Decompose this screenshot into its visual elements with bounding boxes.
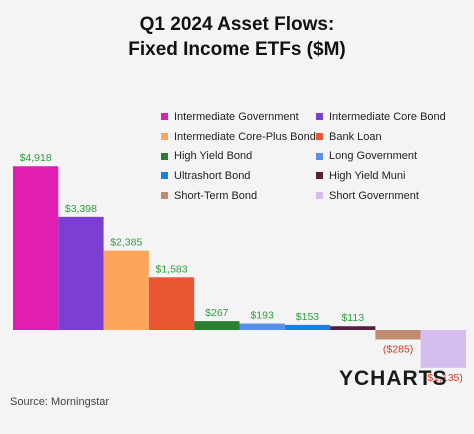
chart-legend: Intermediate Government Intermediate Core… xyxy=(161,108,474,204)
legend-label: High Yield Bond xyxy=(174,150,253,163)
bar-value-label-8: ($285) xyxy=(383,343,413,355)
legend-item: Long Government xyxy=(316,147,474,165)
legend-label: Ultrashort Bond xyxy=(174,169,251,182)
legend-swatch xyxy=(161,133,168,141)
bar-6 xyxy=(284,324,331,330)
chart-title: Q1 2024 Asset Flows: Fixed Income ETFs (… xyxy=(0,12,474,62)
legend-label: High Yield Muni xyxy=(329,169,406,182)
legend-label: Intermediate Core Bond xyxy=(329,110,446,123)
legend-label: Short-Term Bond xyxy=(174,189,258,202)
ycharts-logo: YCHARTS xyxy=(339,367,448,390)
bar-value-label-4: $267 xyxy=(205,307,229,319)
bar-value-label-3: $1,583 xyxy=(155,263,187,275)
legend-item: Ultrashort Bond xyxy=(161,167,316,185)
bar-7 xyxy=(330,326,376,330)
legend-item: Intermediate Core Bond xyxy=(316,108,474,126)
legend-item: Intermediate Government xyxy=(161,108,316,126)
bar-9 xyxy=(420,330,466,368)
chart-title-line2: Fixed Income ETFs ($M) xyxy=(128,39,346,60)
bar-value-label-6: $153 xyxy=(296,311,320,323)
bar-value-label-2: $2,385 xyxy=(110,237,142,249)
legend-swatch xyxy=(161,192,168,200)
bar-4 xyxy=(194,321,240,330)
bar-value-label-9: ($1,135) xyxy=(424,372,463,384)
bar-value-label-1: $3,398 xyxy=(65,203,97,215)
source-note: Source: Morningstar xyxy=(10,396,110,408)
legend-label: Bank Loan xyxy=(329,130,382,143)
legend-label: Short Government xyxy=(329,189,419,202)
legend-swatch xyxy=(316,113,323,121)
legend-label: Intermediate Core-Plus Bond xyxy=(174,130,316,143)
legend-swatch xyxy=(316,152,323,160)
bar-5 xyxy=(239,323,285,330)
legend-swatch xyxy=(161,113,168,121)
legend-item: Bank Loan xyxy=(316,128,474,146)
bar-value-label-0: $4,918 xyxy=(20,152,52,164)
chart-title-line1: Q1 2024 Asset Flows: xyxy=(139,14,335,35)
bar-3 xyxy=(148,277,195,330)
legend-swatch xyxy=(161,152,168,160)
bar-0 xyxy=(13,166,59,330)
legend-item: High Yield Muni xyxy=(316,167,474,185)
legend-label: Intermediate Government xyxy=(174,110,299,123)
legend-item: Short-Term Bond xyxy=(161,187,316,205)
bar-1 xyxy=(58,216,104,330)
legend-item: Intermediate Core-Plus Bond xyxy=(161,128,316,146)
bar-value-label-5: $193 xyxy=(250,310,274,322)
legend-item: Short Government xyxy=(316,187,474,205)
legend-swatch xyxy=(316,192,323,200)
legend-swatch xyxy=(316,133,323,141)
bar-value-label-7: $113 xyxy=(341,312,364,324)
bar-8 xyxy=(375,330,421,340)
legend-label: Long Government xyxy=(329,150,418,163)
legend-swatch xyxy=(161,172,168,180)
legend-item: High Yield Bond xyxy=(161,147,316,165)
legend-swatch xyxy=(316,172,323,180)
bar-2 xyxy=(103,250,149,330)
